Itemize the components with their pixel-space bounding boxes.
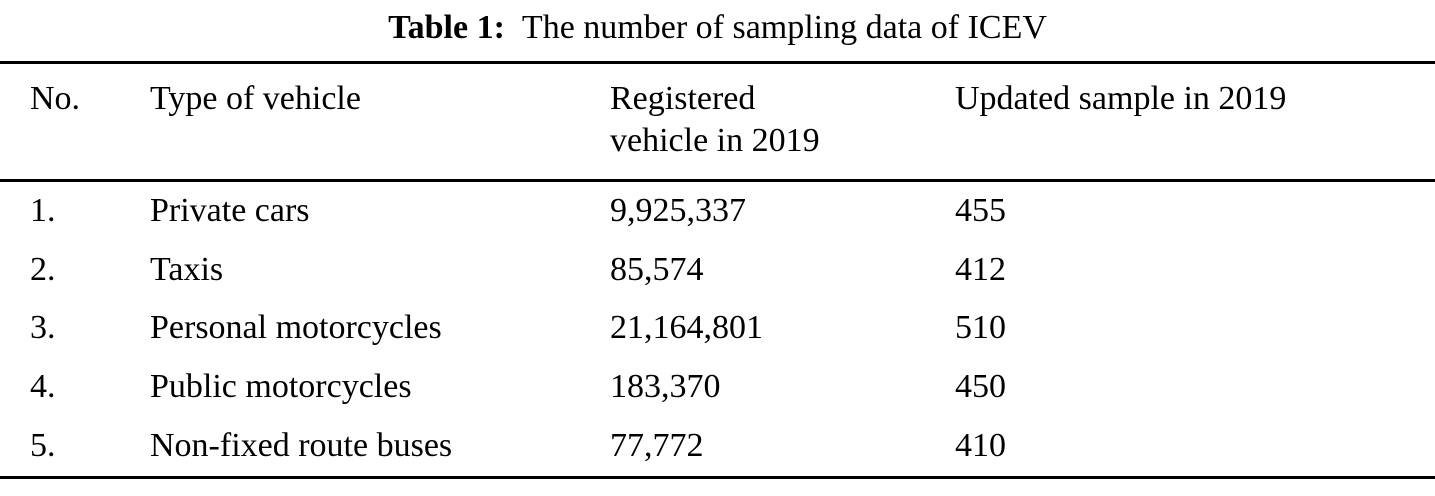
cell-registered: 85,574 [610, 250, 704, 288]
cell-type: Public motorcycles [150, 368, 412, 406]
cell-updated: 455 [955, 191, 1006, 229]
table-caption: Table 1: The number of sampling data of … [0, 0, 1435, 49]
table-row: 3. Personal motorcycles 21,164,801 510 [0, 299, 1435, 358]
cell-updated: 412 [955, 250, 1006, 288]
header-cell-no: No. [0, 62, 150, 182]
table-caption-text [513, 9, 522, 46]
table-header: No. Type of vehicle Registered vehicle i… [0, 62, 1435, 182]
table-caption-label: Table 1: [388, 9, 505, 46]
cell-no: 4. [30, 368, 56, 406]
table-row: 4. Public motorcycles 183,370 450 [0, 358, 1435, 417]
cell-type: Taxis [150, 250, 224, 288]
header-registered-line2: vehicle in 2019 [610, 122, 820, 160]
cell-updated: 510 [955, 309, 1006, 347]
cell-type: Personal motorcycles [150, 309, 442, 347]
cell-no: 5. [30, 426, 56, 464]
cell-type: Non-fixed route buses [150, 426, 453, 464]
cell-type: Private cars [150, 191, 310, 229]
header-cell-updated: Updated sample in 2019 [955, 62, 1435, 182]
cell-no: 3. [30, 309, 56, 347]
cell-registered: 21,164,801 [610, 309, 763, 347]
header-cell-type: Type of vehicle [150, 62, 610, 182]
cell-registered: 9,925,337 [610, 191, 746, 229]
cell-updated: 450 [955, 368, 1006, 406]
header-cell-registered: Registered vehicle in 2019 [610, 62, 955, 182]
header-registered-line1: Registered [610, 79, 756, 117]
cell-no: 1. [30, 191, 56, 229]
cell-registered: 183,370 [610, 368, 721, 406]
table-row: 1. Private cars 9,925,337 455 [0, 180, 1435, 240]
table-row: 5. Non-fixed route buses 77,772 410 [0, 417, 1435, 477]
table-caption-title: The number of sampling data of ICEV [521, 9, 1047, 46]
cell-registered: 77,772 [610, 426, 704, 464]
table-body: 1. Private cars 9,925,337 455 2. Taxis 8… [0, 180, 1435, 477]
table-row: 2. Taxis 85,574 412 [0, 241, 1435, 300]
cell-updated: 410 [955, 426, 1006, 464]
header-row: No. Type of vehicle Registered vehicle i… [0, 62, 1435, 182]
cell-no: 2. [30, 250, 56, 288]
sampling-data-table: No. Type of vehicle Registered vehicle i… [0, 60, 1435, 479]
